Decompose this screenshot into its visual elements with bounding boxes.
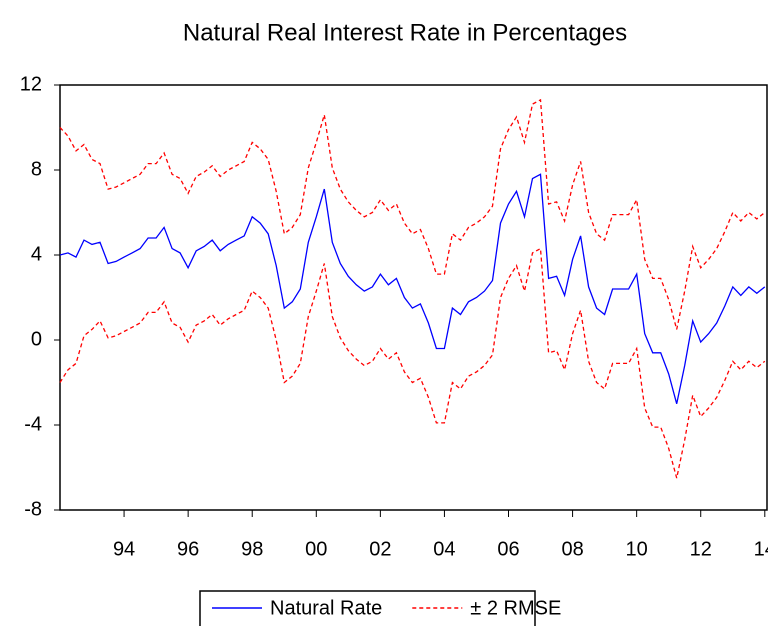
y-tick-label: 4 — [31, 243, 42, 265]
chart-title: Natural Real Interest Rate in Percentage… — [183, 19, 627, 46]
x-tick-label: 00 — [305, 538, 327, 560]
x-tick-label: 98 — [241, 538, 263, 560]
x-tick-label: 06 — [497, 538, 519, 560]
x-tick-label: 14 — [754, 538, 768, 560]
y-tick-label: -4 — [24, 413, 42, 435]
x-tick-label: 10 — [626, 538, 648, 560]
x-tick-label: 96 — [177, 538, 199, 560]
x-tick-label: 12 — [690, 538, 712, 560]
y-tick-label: 0 — [31, 328, 42, 350]
series-line — [59, 98, 766, 330]
series-line — [59, 247, 766, 479]
y-tick-label: 12 — [20, 73, 42, 95]
plot-frame — [59, 84, 768, 511]
legend-label: Natural Rate — [270, 597, 382, 619]
series-line — [59, 173, 766, 404]
y-tick-label: 8 — [31, 158, 42, 180]
x-tick-label: 08 — [561, 538, 583, 560]
x-tick-label: 94 — [113, 538, 135, 560]
x-tick-label: 04 — [433, 538, 455, 560]
y-tick-label: -8 — [24, 498, 42, 520]
x-tick-label: 02 — [369, 538, 391, 560]
legend-label: ± 2 RMSE — [470, 597, 561, 619]
